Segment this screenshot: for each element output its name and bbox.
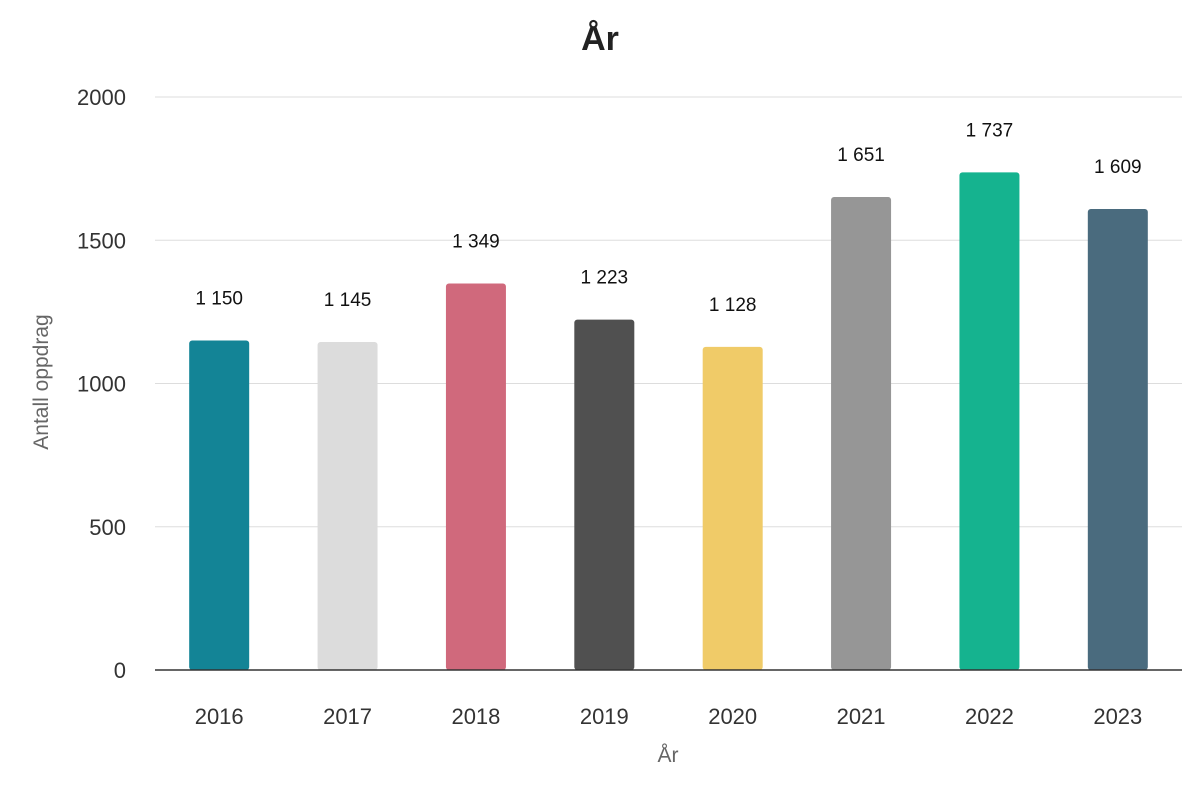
data-label: 1 150: [195, 289, 243, 310]
x-tick-label: 2022: [965, 704, 1014, 729]
x-tick-label: 2021: [837, 704, 886, 729]
bar: [317, 341, 378, 670]
y-axis-ticks: 0 500 1000 1500 2000: [77, 85, 126, 683]
y-tick-label: 1500: [77, 228, 126, 253]
bar: [574, 319, 635, 670]
x-tick-label: 2017: [323, 704, 372, 729]
data-label: 1 128: [709, 295, 757, 316]
bar: [702, 346, 763, 670]
data-label: 1 349: [452, 232, 500, 253]
chart-title: År: [581, 20, 619, 58]
bar: [189, 340, 250, 670]
y-axis-label: Antall oppdrag: [30, 314, 53, 449]
x-tick-label: 2020: [708, 704, 757, 729]
bar: [445, 283, 506, 670]
data-label: 1 609: [1094, 157, 1142, 178]
data-label: 1 223: [581, 268, 629, 289]
x-tick-label: 2023: [1093, 704, 1142, 729]
data-label: 1 651: [837, 145, 885, 166]
x-tick-label: 2019: [580, 704, 629, 729]
bar: [831, 196, 892, 670]
y-tick-label: 2000: [77, 85, 126, 110]
y-tick-label: 1000: [77, 372, 126, 397]
x-tick-label: 2018: [451, 704, 500, 729]
data-label: 1 737: [966, 120, 1014, 141]
y-tick-label: 500: [89, 515, 126, 540]
bar: [1087, 209, 1148, 671]
bar: [959, 172, 1020, 671]
data-label: 1 145: [324, 290, 372, 311]
gridlines: [155, 96, 1182, 528]
data-labels: 1 150 1 145 1 349 1 223 1 128 1 651 1 737 1 609: [195, 120, 1141, 315]
x-tick-label: 2016: [195, 704, 244, 729]
bars: [189, 172, 1148, 671]
x-axis-ticks: 2016 2017 2018 2019 2020 2021 2022 2023: [195, 704, 1143, 729]
y-tick-label: 0: [114, 658, 126, 683]
x-axis-label: År: [658, 744, 679, 767]
